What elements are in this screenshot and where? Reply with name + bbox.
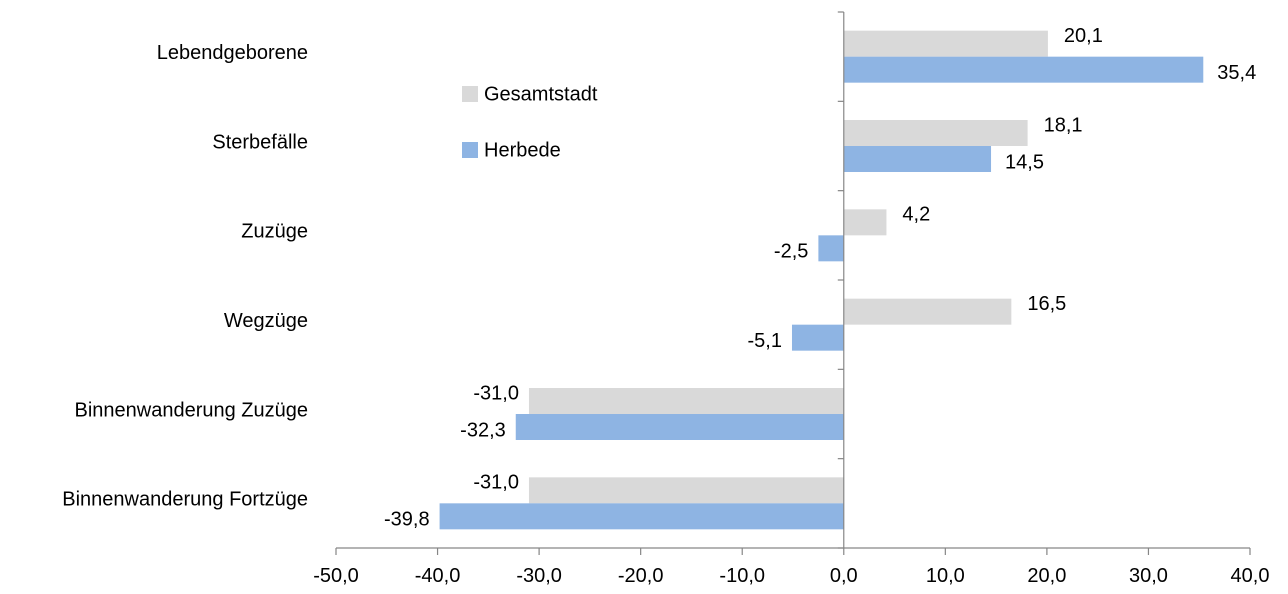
x-tick-label: 0,0	[830, 565, 858, 587]
x-tick-label: 10,0	[926, 565, 965, 587]
category-label: Binnenwanderung Fortzüge	[62, 489, 308, 511]
value-label: -31,0	[473, 382, 519, 404]
bar-gesamtstadt	[843, 30, 1048, 57]
bar-gesamtstadt	[528, 388, 844, 414]
bar-herbede	[818, 235, 844, 262]
x-tick-label: -20,0	[618, 565, 664, 587]
value-labels: 20,1 18,1 4,2 16,5 -31,0 -31,0 35,4 14,5 -2,5 -5,…	[384, 25, 1256, 531]
bar-gesamtstadt	[528, 477, 844, 504]
x-tick-label: -30,0	[516, 565, 562, 587]
legend-label: Gesamtstadt	[484, 83, 598, 105]
category-label: Zuzüge	[241, 221, 308, 243]
x-tick-label: -50,0	[313, 565, 359, 587]
value-label: -39,8	[384, 509, 430, 531]
value-label: 35,4	[1217, 62, 1256, 84]
value-label: 18,1	[1044, 114, 1083, 136]
legend-label: Herbede	[484, 139, 561, 161]
x-tick-label: -40,0	[415, 565, 461, 587]
bar-herbede	[843, 56, 1204, 83]
value-label: -31,0	[473, 472, 519, 494]
category-label: Binnenwanderung Zuzüge	[74, 399, 308, 421]
x-tick-label: 30,0	[1129, 565, 1168, 587]
value-label: 16,5	[1027, 293, 1066, 315]
bars	[439, 30, 1204, 530]
bar-herbede	[791, 324, 844, 351]
category-label: Sterbefälle	[212, 131, 308, 153]
axes: -50,0 -40,0 -30,0 -20,0 -10,0 0,0 10,0 20,0 30,0…	[313, 11, 1270, 587]
category-labels: Lebendgeborene Sterbefälle Zuzüge Wegzüge Bi…	[62, 42, 308, 511]
value-label: -5,1	[748, 330, 782, 352]
value-label: 4,2	[902, 204, 930, 226]
category-label: Lebendgeborene	[157, 42, 308, 64]
bar-gesamtstadt	[843, 120, 1028, 146]
x-tick-label: 40,0	[1231, 565, 1270, 587]
value-label: -2,5	[774, 241, 808, 263]
bar-gesamtstadt	[843, 298, 1012, 325]
legend-swatch	[462, 142, 478, 158]
value-label: -32,3	[460, 419, 506, 441]
bar-herbede	[439, 503, 844, 530]
value-label: 20,1	[1064, 25, 1103, 47]
value-label: 14,5	[1005, 151, 1044, 173]
bar-herbede	[515, 414, 844, 440]
x-tick-label: 20,0	[1027, 565, 1066, 587]
bar-gesamtstadt	[843, 209, 887, 236]
bar-herbede	[843, 146, 992, 172]
legend-swatch	[462, 86, 478, 102]
category-label: Wegzüge	[224, 310, 308, 332]
legend: Gesamtstadt Herbede	[462, 83, 598, 161]
x-tick-label: -10,0	[719, 565, 765, 587]
